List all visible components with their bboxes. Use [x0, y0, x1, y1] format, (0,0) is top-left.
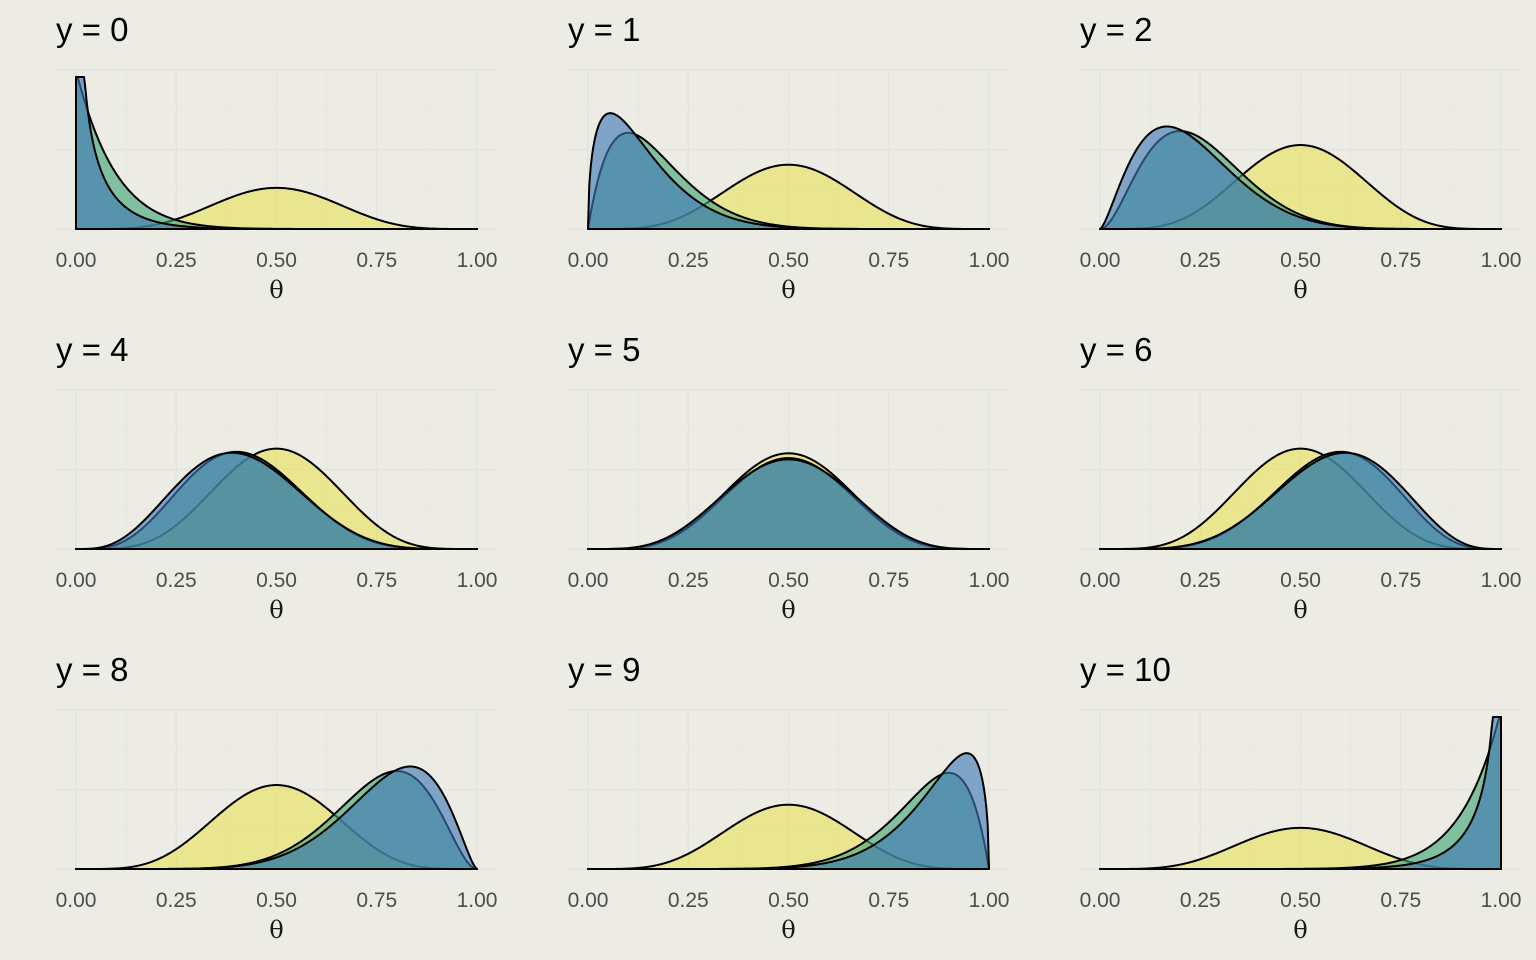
panel-8: y = 9 0.00 0.25 0.50 0.75 1.00 θ — [568, 651, 1010, 944]
x-tick-label: 0.75 — [1380, 569, 1421, 592]
x-axis-title: θ — [1293, 276, 1307, 304]
x-tick-label: 1.00 — [1481, 569, 1522, 592]
x-axis-title: θ — [269, 596, 283, 624]
x-tick-label: 0.00 — [56, 889, 97, 912]
density-area-blue — [75, 765, 478, 870]
panel-title: y = 2 — [1080, 11, 1152, 48]
panel-title: y = 9 — [568, 651, 640, 688]
panel-5: y = 5 0.00 0.25 0.50 0.75 1.00 θ — [568, 331, 1010, 624]
panel-7: y = 8 0.00 0.25 0.50 0.75 1.00 θ — [56, 651, 498, 944]
x-tick-label: 0.75 — [356, 889, 397, 912]
x-tick-label: 0.25 — [156, 249, 197, 272]
x-tick-label: 1.00 — [1481, 249, 1522, 272]
density-area-blue — [1099, 125, 1502, 230]
x-tick-label: 0.00 — [568, 249, 609, 272]
x-tick-label: 0.25 — [668, 569, 709, 592]
x-tick-label: 1.00 — [457, 889, 498, 912]
x-tick-label: 0.75 — [868, 249, 909, 272]
density-area-blue — [1099, 716, 1502, 870]
panel-6: y = 6 0.00 0.25 0.50 0.75 1.00 θ — [1080, 331, 1522, 624]
panel-2: y = 1 0.00 0.25 0.50 0.75 1.00 θ — [568, 11, 1010, 304]
panel-9: y = 10 0.00 0.25 0.50 0.75 1.00 θ — [1080, 651, 1522, 944]
panel-title: y = 0 — [56, 11, 128, 48]
panel-4: y = 4 0.00 0.25 0.50 0.75 1.00 θ — [56, 331, 498, 624]
x-tick-label: 1.00 — [1481, 889, 1522, 912]
x-tick-label: 0.25 — [156, 889, 197, 912]
density-area-blue — [75, 76, 478, 230]
x-tick-label: 0.50 — [1280, 249, 1321, 272]
panel-title: y = 5 — [568, 331, 640, 368]
x-tick-label: 0.50 — [768, 249, 809, 272]
x-tick-label: 0.75 — [1380, 249, 1421, 272]
x-tick-label: 1.00 — [457, 249, 498, 272]
x-axis-title: θ — [269, 276, 283, 304]
x-tick-label: 0.75 — [1380, 889, 1421, 912]
panel-title: y = 8 — [56, 651, 128, 688]
panel-title: y = 4 — [56, 331, 128, 368]
x-tick-label: 0.25 — [1180, 569, 1221, 592]
density-area-blue — [1099, 451, 1502, 550]
panel-title: y = 1 — [568, 11, 640, 48]
x-tick-label: 0.25 — [1180, 249, 1221, 272]
x-axis-title: θ — [1293, 596, 1307, 624]
x-tick-label: 0.75 — [356, 569, 397, 592]
x-tick-label: 0.00 — [56, 249, 97, 272]
x-tick-label: 0.00 — [56, 569, 97, 592]
x-tick-label: 0.25 — [668, 249, 709, 272]
x-tick-label: 0.50 — [1280, 889, 1321, 912]
x-tick-label: 0.50 — [1280, 569, 1321, 592]
x-tick-label: 0.50 — [768, 889, 809, 912]
x-tick-label: 0.50 — [256, 889, 297, 912]
x-tick-label: 0.00 — [1080, 249, 1121, 272]
x-tick-label: 0.50 — [256, 249, 297, 272]
x-tick-label: 0.00 — [568, 889, 609, 912]
panel-title: y = 6 — [1080, 331, 1152, 368]
x-tick-label: 0.75 — [868, 569, 909, 592]
x-axis-title: θ — [269, 916, 283, 944]
x-tick-label: 0.00 — [568, 569, 609, 592]
panel-1: y = 0 0.00 0.25 0.50 0.75 1.00 θ — [56, 11, 498, 304]
density-area-blue — [587, 112, 990, 230]
density-area-blue — [587, 458, 990, 550]
x-tick-label: 0.00 — [1080, 889, 1121, 912]
x-tick-label: 0.25 — [156, 569, 197, 592]
x-axis-title: θ — [781, 276, 795, 304]
x-tick-label: 0.75 — [356, 249, 397, 272]
x-tick-label: 1.00 — [969, 569, 1010, 592]
x-tick-label: 0.25 — [1180, 889, 1221, 912]
x-tick-label: 0.25 — [668, 889, 709, 912]
panel-3: y = 2 0.00 0.25 0.50 0.75 1.00 θ — [1080, 11, 1522, 304]
x-tick-label: 1.00 — [969, 249, 1010, 272]
x-tick-label: 0.50 — [768, 569, 809, 592]
x-tick-label: 1.00 — [457, 569, 498, 592]
x-tick-label: 0.50 — [256, 569, 297, 592]
x-tick-label: 0.75 — [868, 889, 909, 912]
x-tick-label: 0.00 — [1080, 569, 1121, 592]
x-axis-title: θ — [1293, 916, 1307, 944]
panel-title: y = 10 — [1080, 651, 1171, 688]
x-axis-title: θ — [781, 596, 795, 624]
x-tick-label: 1.00 — [969, 889, 1010, 912]
density-area-blue — [75, 451, 478, 550]
x-axis-title: θ — [781, 916, 795, 944]
density-area-blue — [587, 752, 990, 870]
